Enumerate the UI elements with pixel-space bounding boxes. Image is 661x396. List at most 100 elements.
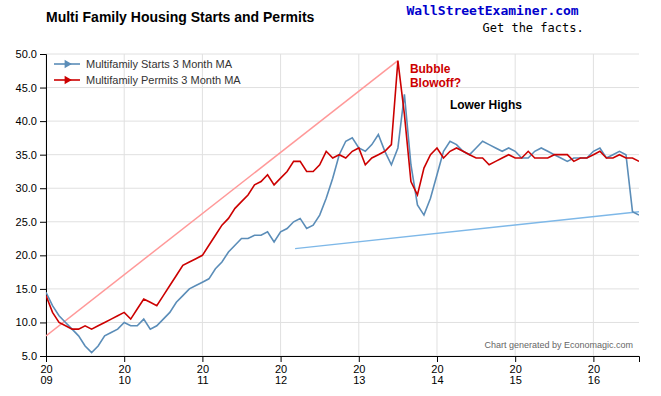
y-tick-label: 40.0 bbox=[16, 115, 37, 127]
annotation: WallStreetExaminer.com bbox=[407, 3, 579, 18]
x-tick-mark bbox=[437, 356, 438, 362]
grid-line-y bbox=[46, 54, 639, 55]
grid-line-y bbox=[46, 154, 639, 155]
x-tick-mark bbox=[124, 356, 125, 362]
text-line: 16 bbox=[588, 374, 600, 386]
text-line: Lower Highs bbox=[450, 98, 522, 112]
legend: Multifamily Starts 3 Month MA Multifamily… bbox=[54, 58, 241, 86]
annotation: Get the facts. bbox=[483, 21, 584, 35]
x-tick: 2012 bbox=[275, 356, 287, 386]
x-tick-label: 2012 bbox=[275, 363, 287, 387]
y-tick: 35.0 bbox=[16, 149, 46, 161]
text-line: 15 bbox=[510, 374, 522, 386]
grid-line-x bbox=[436, 54, 437, 356]
y-axis: 5.0 10.0 15.0 20.0 25.0 30.0 35.0 40.0 45.0 50.0 bbox=[16, 48, 47, 362]
x-tick-label: 2014 bbox=[431, 363, 443, 387]
plot-area bbox=[46, 61, 639, 353]
x-tick: 2015 bbox=[510, 356, 522, 386]
text-line: 20 bbox=[588, 363, 600, 375]
grid-line-y bbox=[46, 121, 639, 122]
x-tick: 2010 bbox=[119, 356, 131, 386]
text-line: 20 bbox=[197, 363, 209, 375]
x-tick-label: 2011 bbox=[197, 363, 209, 387]
y-tick: 10.0 bbox=[16, 316, 46, 328]
y-axis-line bbox=[40, 55, 47, 357]
y-tick-label: 15.0 bbox=[16, 283, 37, 295]
x-axis: 20092010201120122013201420152016 bbox=[40, 356, 639, 386]
x-axis-line bbox=[47, 357, 640, 363]
legend-item: Multifamily Permits 3 Month MA bbox=[54, 74, 241, 86]
grid-line-y bbox=[46, 288, 639, 289]
grid-line-x bbox=[280, 54, 281, 356]
y-tick-mark bbox=[40, 222, 46, 223]
x-tick-mark bbox=[281, 356, 282, 362]
text-line: 10 bbox=[119, 374, 131, 386]
y-tick-mark bbox=[40, 155, 46, 156]
x-tick-mark bbox=[46, 356, 47, 362]
text-line: 20 bbox=[510, 363, 522, 375]
y-tick-label: 50.0 bbox=[16, 48, 37, 60]
y-tick-label: 30.0 bbox=[16, 182, 37, 194]
grid-line-y bbox=[46, 87, 639, 88]
y-tick-label: 10.0 bbox=[16, 316, 37, 328]
grid bbox=[46, 54, 639, 356]
x-tick: 2013 bbox=[353, 356, 365, 386]
annotation: Lower Highs bbox=[450, 98, 522, 112]
grid-line-y bbox=[46, 255, 639, 256]
grid-line-x bbox=[593, 54, 594, 356]
text-line: 14 bbox=[431, 374, 443, 386]
y-tick-mark bbox=[40, 322, 46, 323]
text-line: WallStreetExaminer.com bbox=[407, 3, 579, 18]
y-tick: 20.0 bbox=[16, 249, 46, 261]
series-line bbox=[46, 61, 639, 329]
annotation: Chart generated by Economagic.com bbox=[484, 340, 633, 350]
y-tick: 45.0 bbox=[16, 82, 46, 94]
grid-line-x bbox=[358, 54, 359, 356]
text-line: Get the facts. bbox=[483, 21, 584, 35]
text-line: Blowoff? bbox=[410, 76, 461, 90]
y-tick-label: 20.0 bbox=[16, 249, 37, 261]
text-line: 09 bbox=[40, 374, 52, 386]
text-line: 11 bbox=[197, 374, 208, 386]
legend-marker bbox=[65, 60, 72, 68]
y-tick-mark bbox=[40, 121, 46, 122]
y-tick-mark bbox=[40, 356, 46, 357]
y-tick-mark bbox=[40, 255, 46, 256]
x-tick: 2014 bbox=[431, 356, 443, 386]
y-tick-mark bbox=[40, 188, 46, 189]
y-tick: 40.0 bbox=[16, 115, 46, 127]
x-tick-label: 2013 bbox=[353, 363, 365, 387]
y-tick: 50.0 bbox=[16, 48, 46, 60]
y-tick: 5.0 bbox=[22, 350, 46, 362]
x-tick-label: 2009 bbox=[40, 363, 52, 387]
text-line: 20 bbox=[119, 363, 131, 375]
annotations: BubbleBlowoff? Lower Highs WallStreetExami… bbox=[407, 3, 633, 350]
title: Multi Family Housing Starts and Permits bbox=[46, 9, 315, 25]
grid-line-y bbox=[46, 322, 639, 323]
x-tick-label: 2016 bbox=[588, 363, 600, 387]
legend-item: Multifamily Starts 3 Month MA bbox=[54, 58, 233, 70]
x-tick-mark bbox=[515, 356, 516, 362]
x-tick-mark bbox=[202, 356, 203, 362]
y-tick-mark bbox=[40, 54, 46, 55]
trend-line bbox=[46, 61, 398, 336]
text-line: 20 bbox=[431, 363, 443, 375]
x-tick-mark bbox=[359, 356, 360, 362]
annotation: BubbleBlowoff? bbox=[410, 62, 461, 90]
y-tick-label: 35.0 bbox=[16, 149, 37, 161]
y-tick: 15.0 bbox=[16, 283, 46, 295]
legend-marker bbox=[65, 76, 72, 84]
text-line: 12 bbox=[275, 374, 287, 386]
grid-line-x bbox=[202, 54, 203, 356]
y-tick-mark bbox=[40, 88, 46, 89]
x-tick: 2011 bbox=[197, 356, 209, 386]
grid-line-y bbox=[46, 188, 639, 189]
y-tick: 25.0 bbox=[16, 216, 46, 228]
legend-label: Multifamily Starts 3 Month MA bbox=[86, 58, 233, 70]
legend-label: Multifamily Permits 3 Month MA bbox=[86, 74, 241, 86]
y-tick-mark bbox=[40, 289, 46, 290]
y-tick-label: 45.0 bbox=[16, 82, 37, 94]
text-line: 13 bbox=[353, 374, 365, 386]
text-line: 20 bbox=[353, 363, 365, 375]
text-line: Chart generated by Economagic.com bbox=[484, 340, 633, 350]
